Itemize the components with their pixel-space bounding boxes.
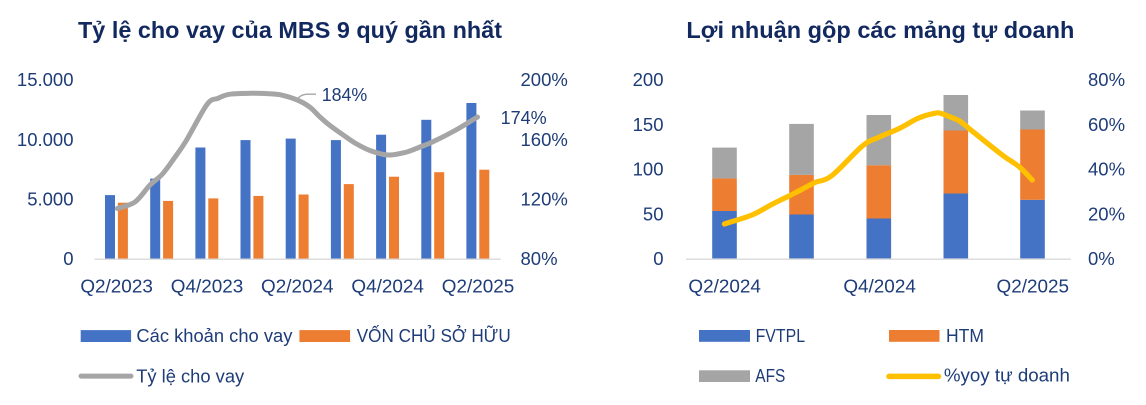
svg-text:Tỷ lệ cho vay của MBS 9 quý gầ: Tỷ lệ cho vay của MBS 9 quý gần nhất — [78, 17, 502, 43]
svg-text:FVTPL: FVTPL — [756, 325, 806, 346]
svg-text:80%: 80% — [521, 248, 558, 269]
svg-text:0: 0 — [653, 248, 663, 269]
svg-text:20%: 20% — [1088, 203, 1125, 224]
svg-text:Q2/2025: Q2/2025 — [997, 275, 1070, 296]
svg-text:Các khoản cho vay: Các khoản cho vay — [136, 325, 293, 346]
svg-text:Q2/2024: Q2/2024 — [261, 275, 334, 296]
svg-text:0%: 0% — [1088, 248, 1115, 269]
svg-text:184%: 184% — [322, 84, 368, 105]
svg-text:Q2/2025: Q2/2025 — [442, 275, 515, 296]
svg-text:160%: 160% — [521, 129, 568, 150]
svg-text:Q4/2024: Q4/2024 — [351, 275, 424, 296]
svg-text:AFS: AFS — [755, 365, 785, 386]
svg-text:200%: 200% — [521, 69, 568, 90]
svg-text:15.000: 15.000 — [17, 69, 74, 90]
svg-text:80%: 80% — [1088, 69, 1125, 90]
svg-text:Q4/2023: Q4/2023 — [171, 275, 244, 296]
svg-text:Q2/2023: Q2/2023 — [80, 275, 153, 296]
svg-text:Q2/2024: Q2/2024 — [688, 275, 761, 296]
svg-text:%yoy tự doanh: %yoy tự doanh — [944, 365, 1070, 386]
svg-text:HTM: HTM — [946, 325, 984, 346]
svg-text:Tỷ lệ cho vay: Tỷ lệ cho vay — [136, 365, 245, 386]
svg-text:120%: 120% — [521, 189, 568, 210]
svg-text:100: 100 — [633, 159, 664, 180]
svg-text:5.000: 5.000 — [27, 189, 73, 210]
svg-text:174%: 174% — [501, 107, 547, 128]
svg-text:200: 200 — [633, 69, 664, 90]
svg-text:50: 50 — [643, 203, 664, 224]
svg-text:0: 0 — [63, 248, 73, 269]
svg-text:60%: 60% — [1088, 114, 1125, 135]
svg-text:10.000: 10.000 — [17, 129, 74, 150]
svg-text:VỐN CHỦ SỞ HỮU: VỐN CHỦ SỞ HỮU — [357, 325, 511, 346]
svg-text:Lợi nhuận gộp các mảng tự doan: Lợi nhuận gộp các mảng tự doanh — [686, 17, 1074, 43]
svg-text:150: 150 — [633, 114, 664, 135]
svg-text:Q4/2024: Q4/2024 — [843, 275, 916, 296]
svg-text:40%: 40% — [1088, 159, 1125, 180]
